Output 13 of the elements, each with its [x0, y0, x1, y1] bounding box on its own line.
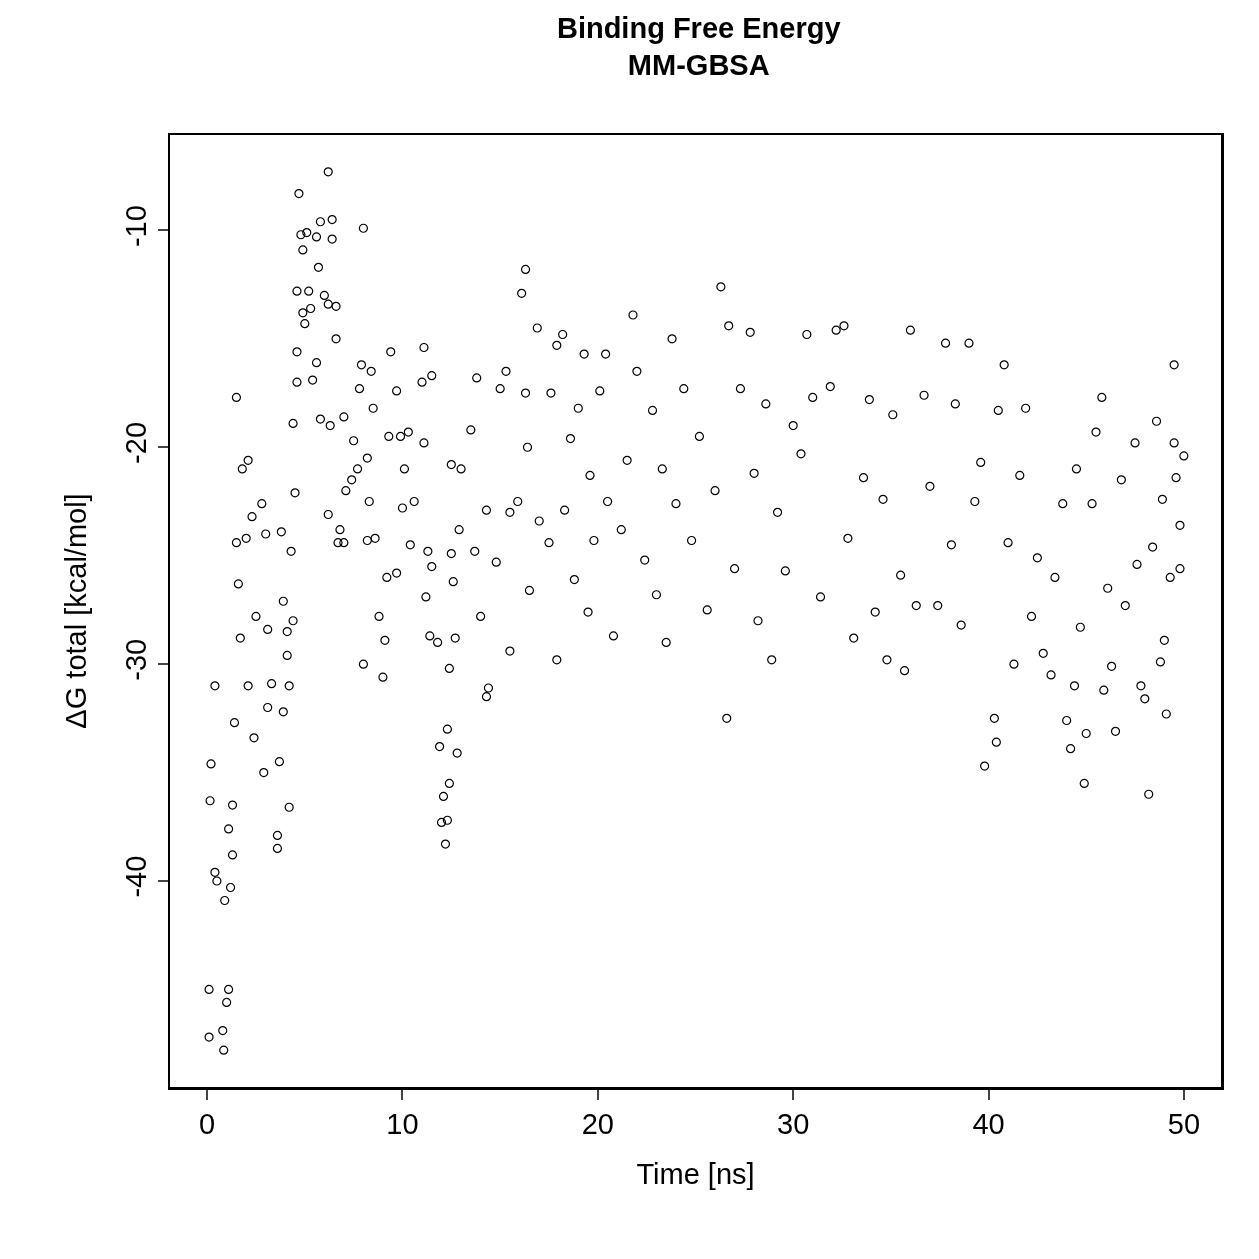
x-axis-title: Time [ns] [636, 1158, 755, 1191]
x-tick-label: 20 [581, 1108, 614, 1141]
y-tick-label: -30 [119, 638, 152, 681]
x-tick-label: 0 [199, 1108, 216, 1141]
y-tick-label: -10 [119, 205, 152, 248]
x-tick-label: 30 [777, 1108, 810, 1141]
y-axis-title: ΔG total [kcal/mol] [60, 493, 92, 729]
x-tick-label: 50 [1167, 1108, 1201, 1141]
y-tick-label: -20 [119, 421, 152, 464]
chart-title: Binding Free Energy MM-GBSA [556, 11, 841, 82]
x-tick-label: 40 [972, 1108, 1005, 1141]
y-tick-label: -40 [119, 855, 152, 898]
x-tick-label: 10 [386, 1108, 419, 1141]
